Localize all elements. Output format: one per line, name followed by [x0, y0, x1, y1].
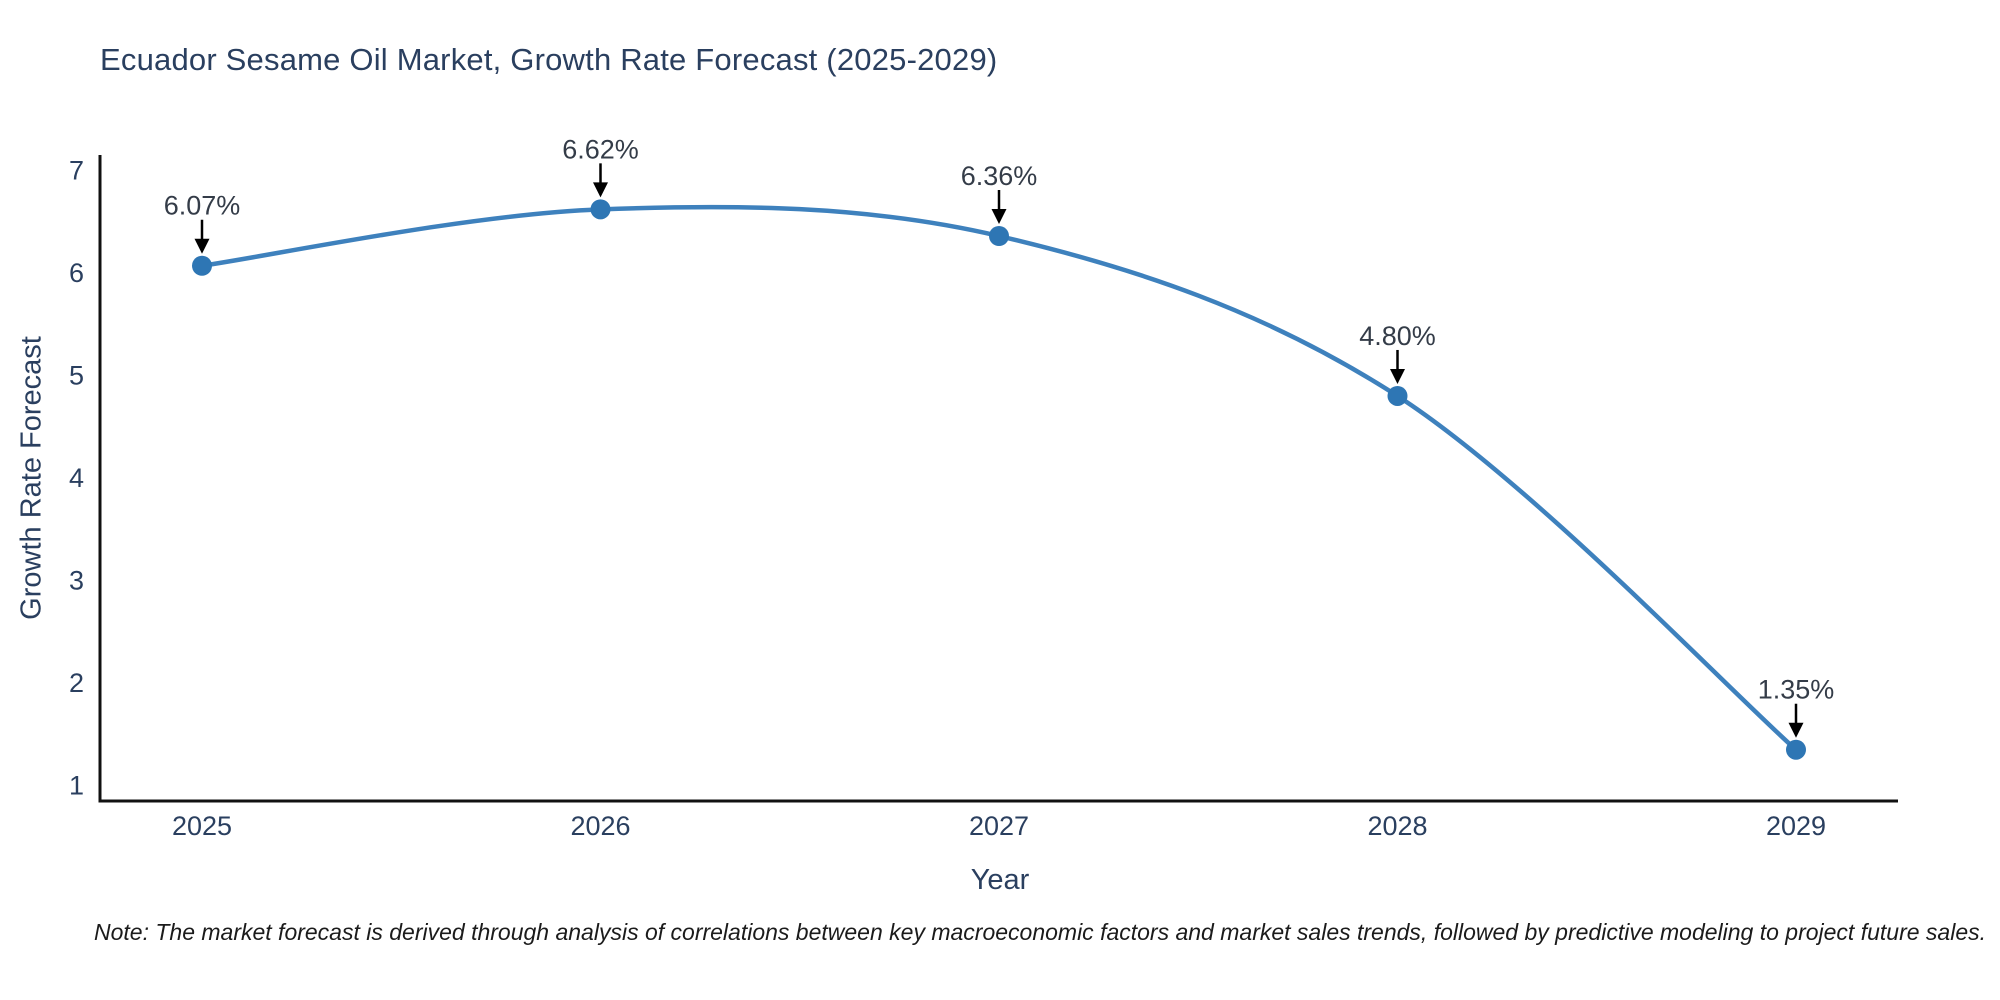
data-point-label: 6.07% [164, 191, 241, 221]
x-tick-label: 2029 [1766, 811, 1826, 841]
footnote: Note: The market forecast is derived thr… [93, 919, 1987, 945]
y-tick-label: 2 [69, 668, 84, 698]
y-tick-label: 4 [69, 463, 84, 493]
data-point-label: 4.80% [1359, 321, 1436, 351]
data-point-marker [989, 226, 1009, 247]
x-tick-label: 2026 [570, 811, 630, 841]
annotation-arrow-head [991, 209, 1007, 225]
y-tick-label: 5 [69, 360, 84, 390]
data-point-label: 1.35% [1758, 675, 1835, 705]
y-tick-label: 6 [69, 258, 84, 288]
data-point-marker [192, 255, 212, 276]
x-tick-label: 2025 [172, 811, 232, 841]
data-point-label: 6.36% [961, 161, 1038, 191]
annotation-arrow-head [1390, 368, 1405, 384]
x-tick-label: 2028 [1367, 811, 1427, 841]
annotation-arrow-head [194, 238, 210, 254]
trend-line [199, 204, 1799, 752]
chart-title: Ecuador Sesame Oil Market, Growth Rate F… [100, 42, 998, 77]
annotation-arrow-head [1788, 722, 1804, 738]
y-tick-label: 7 [69, 155, 84, 185]
y-tick-label: 1 [69, 771, 84, 801]
x-tick-label: 2027 [969, 811, 1029, 841]
data-point-marker [1786, 739, 1806, 760]
annotation-arrow-head [593, 182, 608, 198]
data-point-marker [1387, 385, 1408, 406]
x-axis-title: Year [970, 864, 1030, 896]
data-point-label: 6.62% [562, 134, 639, 164]
data-point-marker [590, 199, 611, 220]
y-tick-label: 3 [69, 566, 84, 596]
